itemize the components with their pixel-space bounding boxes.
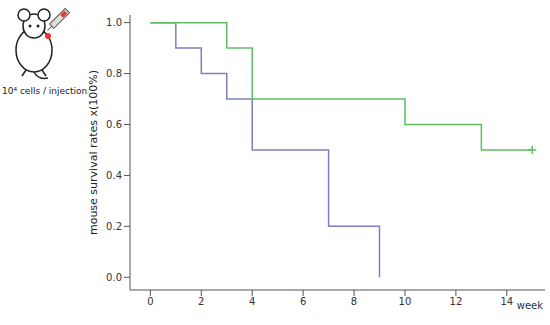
html-text:10⁴ cells / injection: 10⁴ cells / injection (2, 86, 88, 96)
svg-text:2: 2 (198, 296, 204, 307)
svg-text:14: 14 (500, 296, 513, 307)
svg-text:0: 0 (147, 296, 153, 307)
svg-text:mouse survival rates x(100%): mouse survival rates x(100%) (87, 70, 100, 235)
svg-text:0.4: 0.4 (106, 170, 122, 181)
svg-text:12: 12 (450, 296, 463, 307)
svg-text:0.8: 0.8 (106, 68, 122, 79)
svg-text:0.2: 0.2 (106, 221, 122, 232)
svg-text:0.6: 0.6 (106, 119, 122, 130)
svg-text:week: week (517, 300, 543, 311)
svg-text:6: 6 (300, 296, 306, 307)
svg-text:0.0: 0.0 (106, 272, 122, 283)
svg-text:1.0: 1.0 (106, 17, 122, 28)
svg-text:8: 8 (351, 296, 357, 307)
svg-text:10: 10 (399, 296, 412, 307)
svg-text:4: 4 (249, 296, 255, 307)
